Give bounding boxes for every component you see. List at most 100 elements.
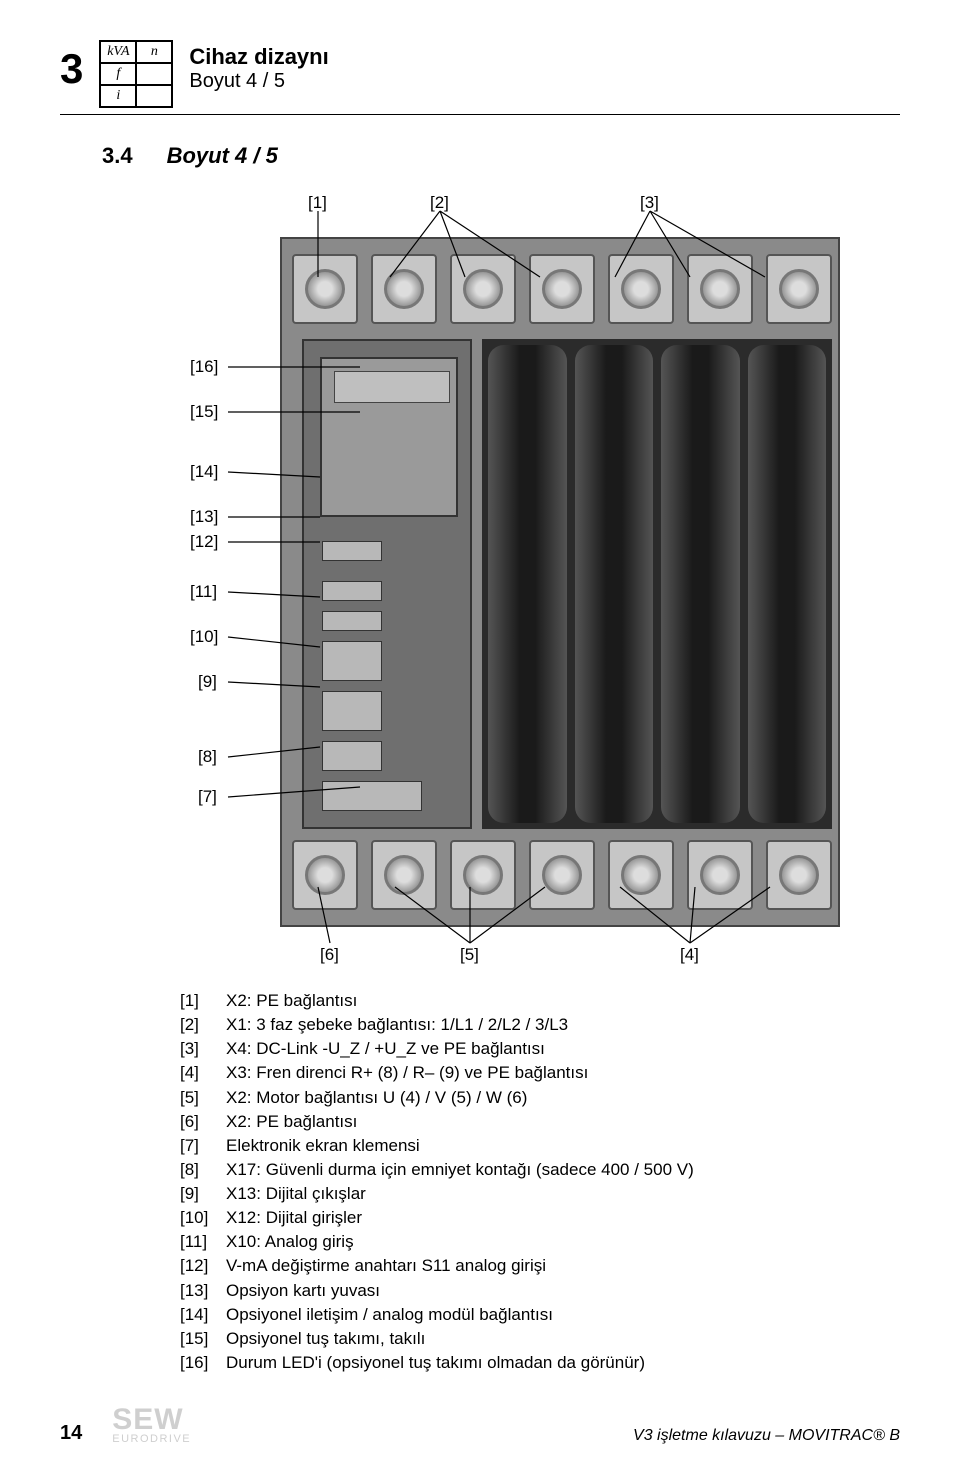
callout-left: [12] <box>190 532 218 552</box>
legend-text: X4: DC-Link -U_Z / +U_Z ve PE bağlantısı <box>226 1037 545 1061</box>
legend-row: [5]X2: Motor bağlantısı U (4) / V (5) / … <box>180 1086 900 1110</box>
icon-cell: n <box>136 41 172 63</box>
subsection-title: Boyut 4 / 5 <box>167 143 278 169</box>
legend-key: [6] <box>180 1110 226 1134</box>
page-header: 3 kVA n f i Cihaz dizaynı Boyut 4 / 5 <box>60 40 900 108</box>
legend-row: [8]X17: Güvenli durma için emniyet konta… <box>180 1158 900 1182</box>
legend-row: [2]X1: 3 faz şebeke bağlantısı: 1/L1 / 2… <box>180 1013 900 1037</box>
callout-top: [1] <box>308 193 327 213</box>
icon-cell: f <box>100 63 136 85</box>
terminal <box>766 254 832 324</box>
terminal-row-bottom <box>292 835 832 915</box>
device-figure: [1] [2] [3] [16] [15] [14] [13] [12] [11… <box>60 187 900 967</box>
terminal <box>371 254 437 324</box>
callout-left: [10] <box>190 627 218 647</box>
subsection-number: 3.4 <box>102 143 133 169</box>
legend-key: [13] <box>180 1279 226 1303</box>
legend-key: [5] <box>180 1086 226 1110</box>
terminal <box>687 254 753 324</box>
legend-key: [14] <box>180 1303 226 1327</box>
heatsink-fin <box>661 345 740 823</box>
callout-top: [3] <box>640 193 659 213</box>
legend-text: X2: Motor bağlantısı U (4) / V (5) / W (… <box>226 1086 527 1110</box>
legend-row: [4]X3: Fren direnci R+ (8) / R– (9) ve P… <box>180 1061 900 1085</box>
section-number: 3 <box>60 48 83 90</box>
title-block: Cihaz dizaynı Boyut 4 / 5 <box>189 44 328 93</box>
legend-text: X13: Dijital çıkışlar <box>226 1182 366 1206</box>
legend-text: Elektronik ekran klemensi <box>226 1134 420 1158</box>
device-body <box>280 237 840 927</box>
legend-text: Opsiyonel tuş takımı, takılı <box>226 1327 425 1351</box>
legend-key: [9] <box>180 1182 226 1206</box>
legend-key: [11] <box>180 1230 226 1254</box>
callout-left: [11] <box>190 582 217 602</box>
legend-text: X2: PE bağlantısı <box>226 989 357 1013</box>
legend-text: X2: PE bağlantısı <box>226 1110 357 1134</box>
legend-key: [7] <box>180 1134 226 1158</box>
callout-left: [14] <box>190 462 218 482</box>
callout-bottom: [6] <box>320 945 339 965</box>
legend-key: [10] <box>180 1206 226 1230</box>
header-icon-grid: kVA n f i <box>99 40 173 108</box>
legend-key: [1] <box>180 989 226 1013</box>
callout-left: [16] <box>190 357 218 377</box>
terminal <box>450 840 516 910</box>
connector-strip <box>322 541 382 561</box>
legend-text: Opsiyon kartı yuvası <box>226 1279 380 1303</box>
page-title: Cihaz dizaynı <box>189 44 328 70</box>
legend-list: [1]X2: PE bağlantısı [2]X1: 3 faz şebeke… <box>180 989 900 1375</box>
terminal <box>529 840 595 910</box>
legend-text: X3: Fren direnci R+ (8) / R– (9) ve PE b… <box>226 1061 588 1085</box>
legend-row: [14]Opsiyonel iletişim / analog modül ba… <box>180 1303 900 1327</box>
connector-strip <box>322 641 382 681</box>
legend-row: [9]X13: Dijital çıkışlar <box>180 1182 900 1206</box>
callout-left: [7] <box>198 787 217 807</box>
terminal <box>766 840 832 910</box>
callout-left: [13] <box>190 507 218 527</box>
icon-cell <box>136 63 172 85</box>
callout-left: [9] <box>198 672 217 692</box>
legend-key: [4] <box>180 1061 226 1085</box>
heatsink-fin <box>575 345 654 823</box>
connector-strip <box>322 781 422 811</box>
legend-row: [6]X2: PE bağlantısı <box>180 1110 900 1134</box>
footer-logo: SEW EURODRIVE <box>112 1406 191 1445</box>
terminal <box>608 254 674 324</box>
footer-right-text: V3 işletme kılavuzu – MOVITRAC® B <box>633 1427 900 1445</box>
connector-strip <box>322 611 382 631</box>
terminal <box>292 840 358 910</box>
callout-left: [8] <box>198 747 217 767</box>
subsection-heading: 3.4 Boyut 4 / 5 <box>102 143 900 169</box>
legend-row: [10]X12: Dijital girişler <box>180 1206 900 1230</box>
legend-key: [3] <box>180 1037 226 1061</box>
terminal <box>687 840 753 910</box>
legend-key: [2] <box>180 1013 226 1037</box>
terminal <box>292 254 358 324</box>
control-panel <box>302 339 472 829</box>
legend-text: V-mA değiştirme anahtarı S11 analog giri… <box>226 1254 546 1278</box>
legend-key: [16] <box>180 1351 226 1375</box>
legend-row: [11]X10: Analog giriş <box>180 1230 900 1254</box>
logo-sub: EURODRIVE <box>112 1433 191 1445</box>
connector-strip <box>322 691 382 731</box>
legend-key: [12] <box>180 1254 226 1278</box>
callout-bottom: [5] <box>460 945 479 965</box>
callout-top: [2] <box>430 193 449 213</box>
terminal <box>371 840 437 910</box>
icon-cell <box>136 85 172 107</box>
legend-row: [15]Opsiyonel tuş takımı, takılı <box>180 1327 900 1351</box>
terminal <box>608 840 674 910</box>
callout-left: [15] <box>190 402 218 422</box>
page-number: 14 <box>60 1422 82 1445</box>
connector-strip <box>322 741 382 771</box>
legend-text: X12: Dijital girişler <box>226 1206 362 1230</box>
legend-row: [12]V-mA değiştirme anahtarı S11 analog … <box>180 1254 900 1278</box>
legend-key: [15] <box>180 1327 226 1351</box>
legend-row: [13]Opsiyon kartı yuvası <box>180 1279 900 1303</box>
legend-row: [16]Durum LED'i (opsiyonel tuş takımı ol… <box>180 1351 900 1375</box>
legend-row: [3]X4: DC-Link -U_Z / +U_Z ve PE bağlant… <box>180 1037 900 1061</box>
legend-text: X10: Analog giriş <box>226 1230 354 1254</box>
display-module <box>320 357 458 517</box>
header-rule <box>60 114 900 115</box>
legend-text: Opsiyonel iletişim / analog modül bağlan… <box>226 1303 553 1327</box>
